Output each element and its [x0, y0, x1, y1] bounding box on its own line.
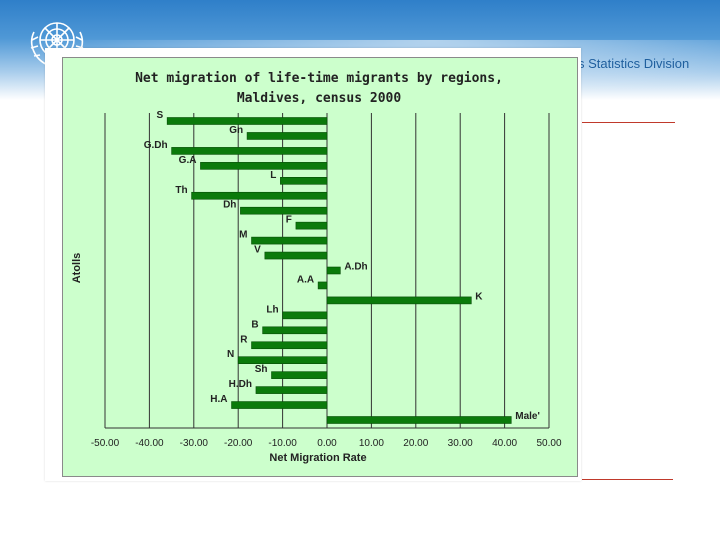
bar — [295, 221, 328, 230]
bar-label: S — [156, 110, 163, 121]
bar — [317, 281, 328, 290]
x-axis-label: Net Migration Rate — [269, 452, 367, 464]
chart-title-line-2: Maldives, census 2000 — [236, 91, 402, 106]
x-tick-label: -40.00 — [135, 438, 164, 449]
bar — [271, 371, 328, 379]
bar — [171, 147, 328, 155]
bar-label: Dh — [223, 200, 236, 211]
bar-label: Sh — [255, 364, 268, 375]
bar-label: Gn — [229, 125, 243, 136]
bar-label: G.A — [179, 155, 197, 166]
bar — [251, 341, 328, 350]
header-rule — [582, 122, 675, 123]
bar-label: Th — [175, 185, 187, 196]
bar — [264, 251, 328, 260]
x-tick-label: 40.00 — [492, 438, 517, 449]
bar — [200, 162, 328, 170]
bar — [231, 401, 328, 409]
x-tick-label: -50.00 — [91, 438, 120, 449]
x-tick-label: -10.00 — [268, 438, 297, 449]
x-tick-label: 0.00 — [317, 438, 337, 449]
footer-rule — [582, 479, 673, 480]
bar — [280, 177, 328, 185]
bar-label: V — [254, 245, 261, 256]
bar-label: Male' — [515, 411, 540, 422]
x-tick-label: 30.00 — [448, 438, 473, 449]
bar-label: H.A — [210, 394, 227, 405]
x-tick-label: 10.00 — [359, 438, 384, 449]
chart-title-line-1: Net migration of life-time migrants by r… — [135, 71, 503, 86]
x-tick-label: -30.00 — [180, 438, 209, 449]
bar-label: Lh — [266, 304, 278, 315]
bar — [326, 296, 472, 305]
bar — [282, 311, 328, 320]
bar — [191, 191, 328, 200]
bar — [166, 117, 328, 125]
x-tick-label: -20.00 — [224, 438, 253, 449]
bar-label: H.Dh — [229, 379, 252, 390]
bar-label: B — [251, 319, 258, 330]
bar-label: F — [286, 215, 292, 226]
x-tick-label: 20.00 — [403, 438, 428, 449]
bar-label: R — [240, 334, 248, 345]
bar — [326, 416, 512, 424]
bar-label: L — [270, 170, 276, 181]
bar — [251, 236, 328, 245]
bar-label: A.A — [297, 274, 314, 285]
bar — [246, 132, 328, 140]
bar-label: G.Dh — [144, 140, 168, 151]
bar — [240, 206, 328, 215]
bar-label: K — [475, 291, 483, 302]
bar-label: N — [227, 349, 234, 360]
bar-label: A.Dh — [344, 262, 367, 273]
bar — [255, 386, 328, 394]
bar — [237, 356, 328, 365]
bar — [262, 326, 328, 335]
division-name: s Statistics Division — [578, 56, 690, 71]
bar-label: M — [239, 230, 247, 241]
bar — [326, 266, 341, 275]
x-tick-label: 50.00 — [536, 438, 561, 449]
